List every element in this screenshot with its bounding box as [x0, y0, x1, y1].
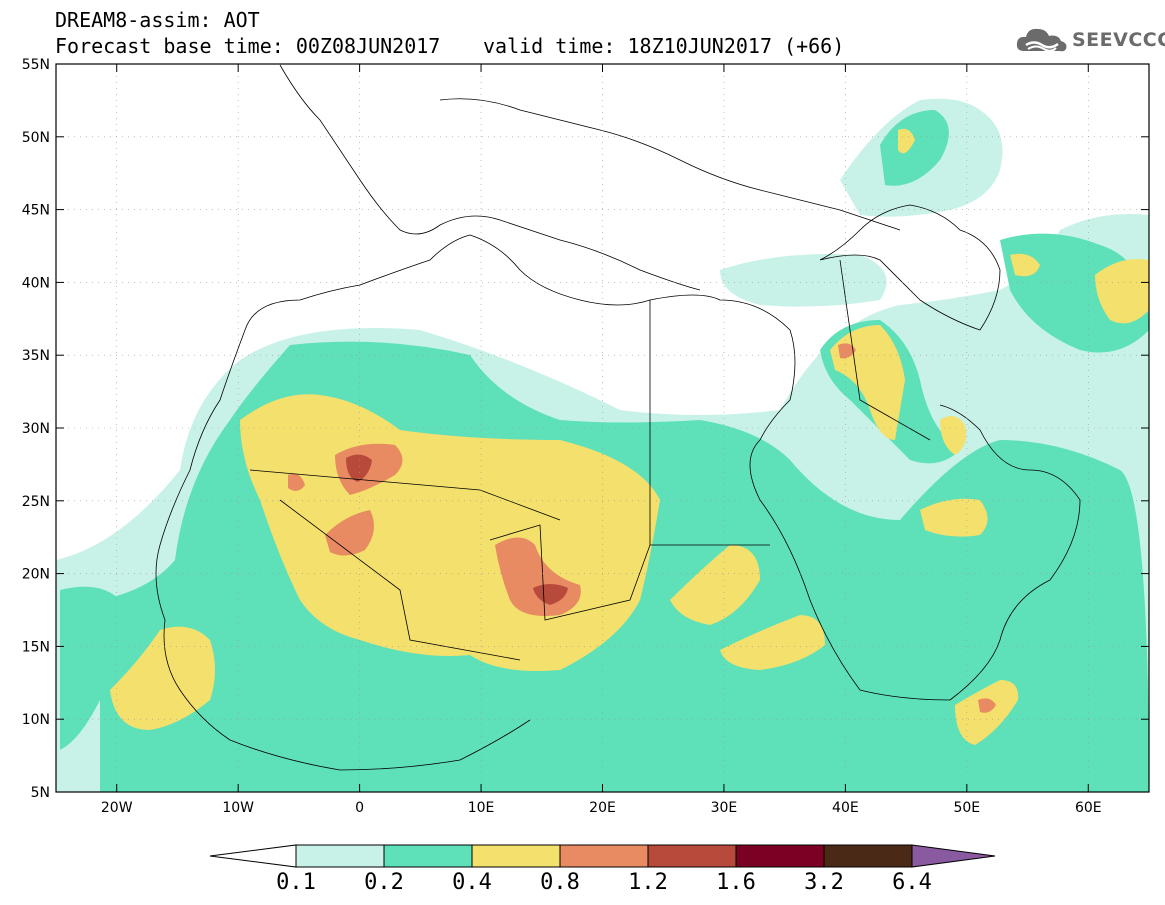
logo-text: SEEVCCC — [1072, 29, 1165, 51]
colorbar-segment — [383, 844, 473, 868]
colorbar-over-triangle — [911, 844, 996, 868]
lon-label: 40E — [832, 800, 859, 816]
lat-label: 20N — [22, 567, 50, 583]
lon-label: 10E — [468, 800, 495, 816]
lat-labels: 55N 50N 45N 40N 35N 30N 25N 20N 15N 10N 5N — [22, 57, 50, 801]
lat-label: 35N — [22, 348, 50, 364]
colorbar-label: 1.6 — [716, 870, 756, 895]
lat-label: 15N — [22, 639, 50, 655]
lon-label: 10W — [222, 800, 254, 816]
lat-label: 10N — [22, 712, 50, 728]
lat-label: 40N — [22, 275, 50, 291]
lon-labels: 20W 10W 0 10E 20E 30E 40E 50E 60E — [101, 800, 1102, 816]
lat-label: 45N — [22, 203, 50, 219]
seevccc-logo: SEEVCCC — [1016, 24, 1165, 56]
lon-label: 50E — [953, 800, 980, 816]
colorbar-label: 0.1 — [276, 870, 316, 895]
colorbar-segment — [559, 844, 649, 868]
colorbar-label: 0.8 — [540, 870, 580, 895]
colorbar-label: 3.2 — [804, 870, 844, 895]
colorbar-label: 6.4 — [892, 870, 932, 895]
colorbar-under-triangle — [209, 844, 297, 868]
axis-ticks — [56, 63, 1149, 793]
lat-label: 5N — [31, 785, 50, 801]
colorbar-label: 0.4 — [452, 870, 492, 895]
colorbar-segment — [735, 844, 825, 868]
colorbar-segment — [471, 844, 561, 868]
lat-label: 50N — [22, 130, 50, 146]
colorbar — [209, 844, 996, 868]
colorbar-label: 1.2 — [628, 870, 668, 895]
lon-label: 20W — [101, 800, 133, 816]
title-valid-time: valid time: 18Z10JUN2017 (+66) — [483, 34, 845, 58]
lat-label: 55N — [22, 57, 50, 73]
lat-label: 25N — [22, 494, 50, 510]
aot-band-1.2 — [346, 454, 568, 605]
lon-label: 30E — [711, 800, 738, 816]
cloud-logo-icon — [1016, 28, 1067, 52]
title-model: DREAM8-assim: AOT — [55, 8, 260, 32]
colorbar-segment — [647, 844, 737, 868]
colorbar-segment — [823, 844, 913, 868]
title-base-time: Forecast base time: 00Z08JUN2017 — [55, 34, 441, 58]
coastlines-borders — [155, 64, 1081, 771]
lon-label: 0 — [355, 800, 364, 816]
gridlines — [56, 64, 1149, 792]
lon-label: 20E — [589, 800, 616, 816]
colorbar-label: 0.2 — [364, 870, 404, 895]
lon-label: 60E — [1075, 800, 1102, 816]
colorbar-segment — [295, 844, 385, 868]
lat-label: 30N — [22, 421, 50, 437]
